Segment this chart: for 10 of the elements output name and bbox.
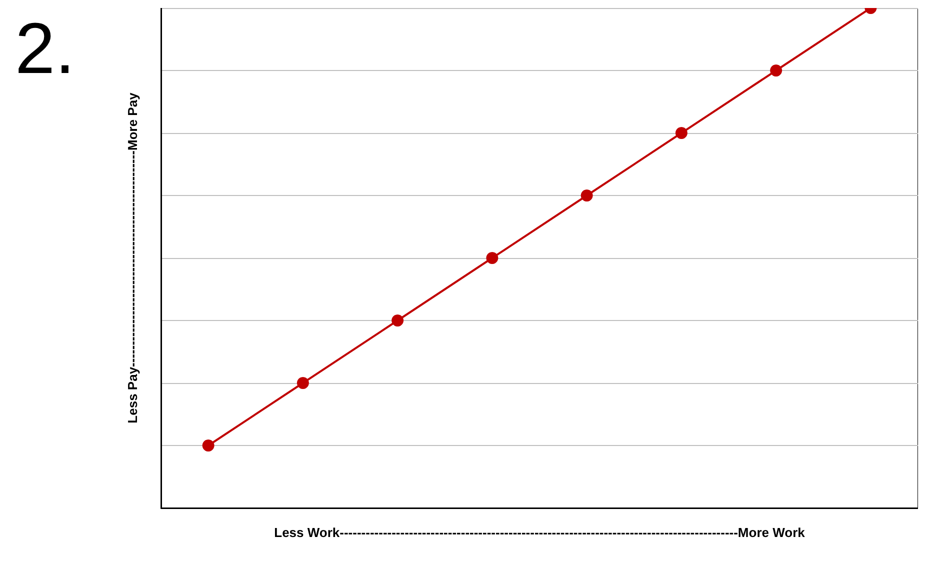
point bbox=[202, 440, 214, 452]
x-axis-title: Less Work--------------------------------------------------------------------------------------------More Work bbox=[274, 525, 806, 540]
point bbox=[580, 190, 593, 202]
y-axis-title: Less Pay--------------------------------------------------More Pay bbox=[125, 92, 140, 424]
point bbox=[486, 252, 498, 264]
point bbox=[675, 127, 688, 139]
chart-title: 2. bbox=[15, 9, 76, 89]
point bbox=[392, 314, 404, 326]
point bbox=[296, 377, 309, 389]
point bbox=[770, 64, 782, 76]
